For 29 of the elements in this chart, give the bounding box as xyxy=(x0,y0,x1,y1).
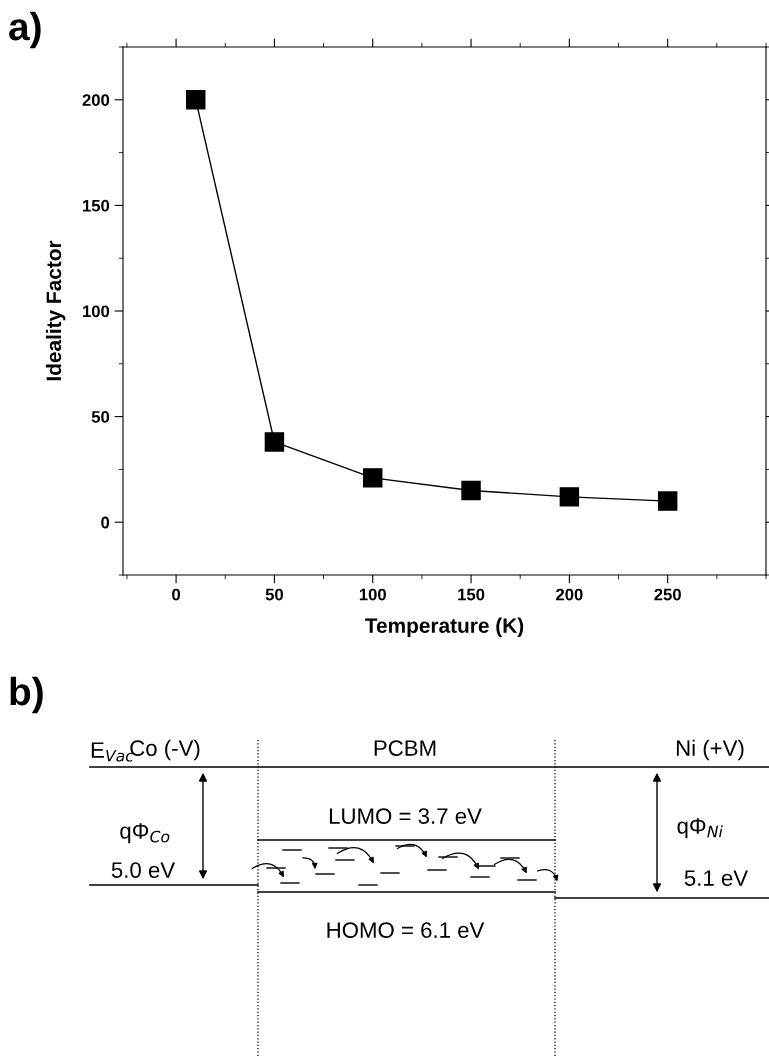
point xyxy=(559,487,580,507)
chart-title: a) xyxy=(9,11,41,49)
y-tick-label: 100 xyxy=(83,305,110,318)
x-tick-label: 200 xyxy=(556,588,583,601)
point xyxy=(657,491,678,511)
point xyxy=(461,480,481,501)
text: b) xyxy=(10,676,43,714)
y-axis-title: Ideality Factor xyxy=(45,240,66,381)
text: LUMO = 3.7 eV xyxy=(329,808,482,824)
y-tick-label: 150 xyxy=(83,199,110,212)
text: Ni (+V) xyxy=(676,739,744,761)
x-tick-label: 50 xyxy=(265,588,283,601)
x-tick-label: 250 xyxy=(654,588,681,601)
text: qΦ$_{Ni}$ xyxy=(677,818,723,839)
x-tick-label: 150 xyxy=(458,588,485,601)
text: 5.1 eV xyxy=(684,870,749,886)
y-tick-label: 50 xyxy=(91,411,110,423)
y-tick-label: 200 xyxy=(82,94,110,106)
point xyxy=(264,432,285,452)
text: PCBM xyxy=(374,740,436,756)
x-tick-label: 100 xyxy=(359,588,386,601)
text: HOMO = 6.1 eV xyxy=(327,922,485,938)
x-tick-label: 0 xyxy=(172,588,181,601)
x-axis-title: Temperature (K) xyxy=(365,617,524,638)
y-tick-label: 0 xyxy=(101,516,110,529)
text: qΦ$_{Co}$ xyxy=(120,823,170,844)
point xyxy=(363,468,383,488)
point xyxy=(186,90,206,110)
text: 5.0 eV xyxy=(111,862,176,878)
